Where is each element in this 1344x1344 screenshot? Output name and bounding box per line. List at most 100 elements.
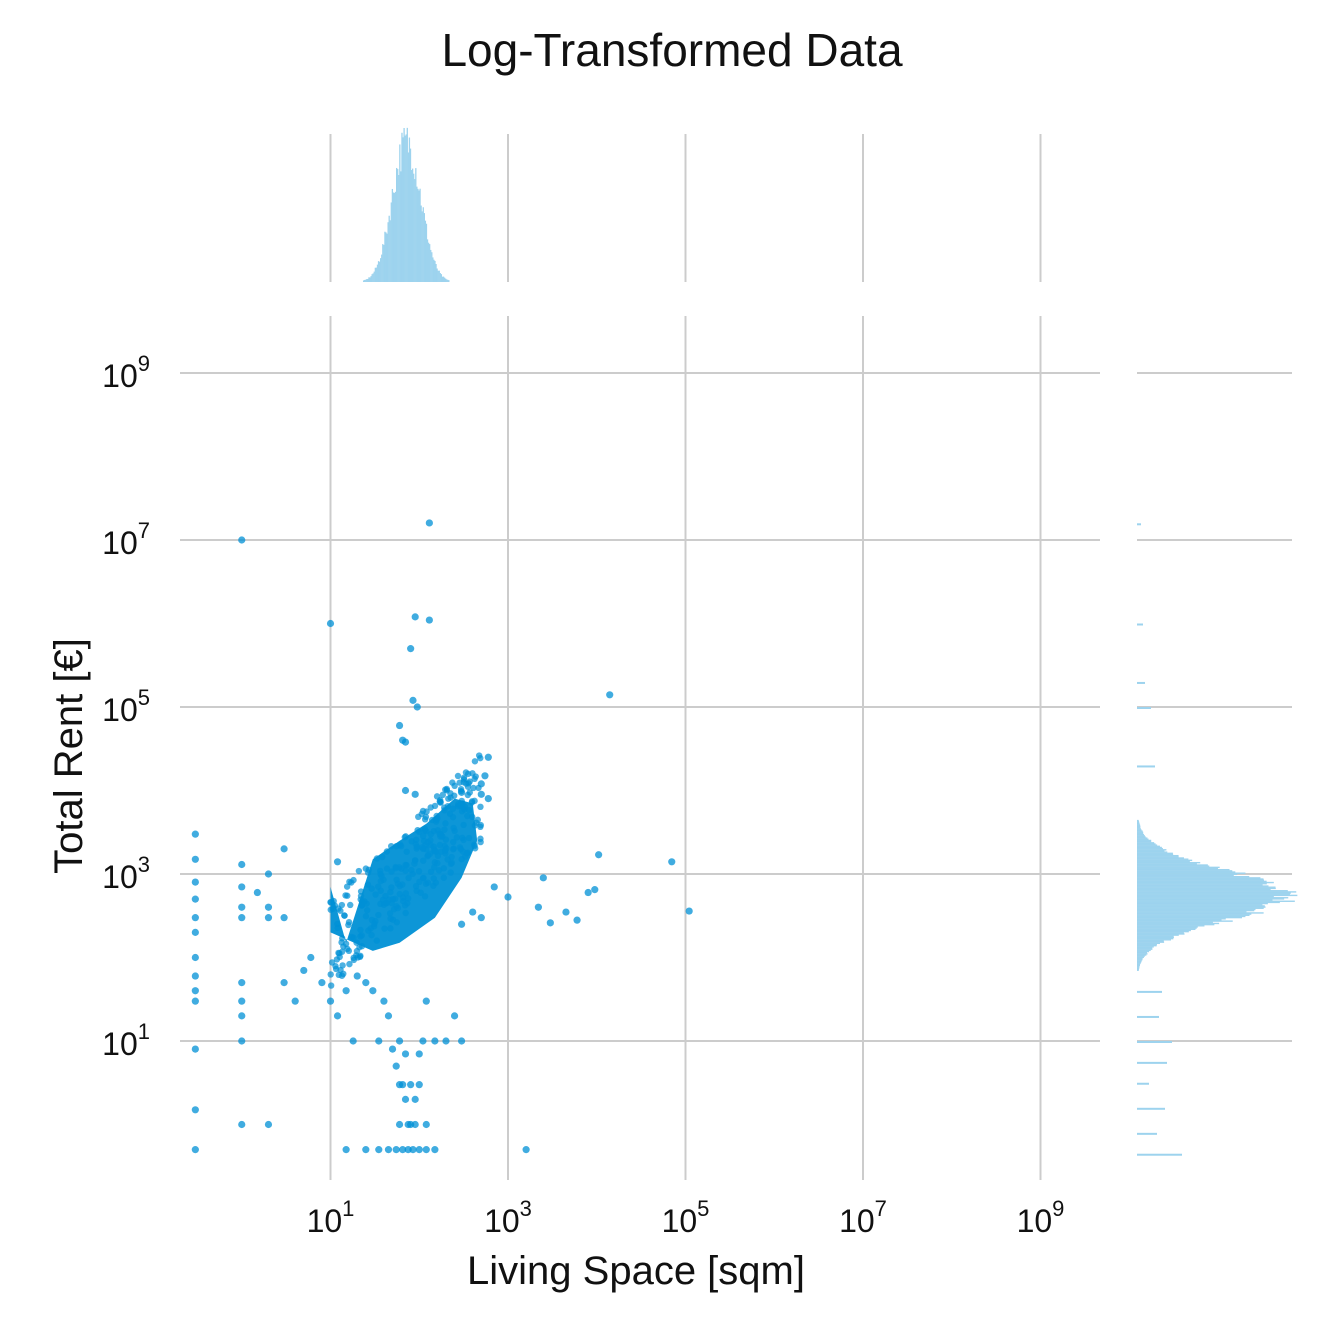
right-hist-bar [1137, 909, 1255, 912]
top-hist-bar [405, 134, 407, 282]
cluster-point [460, 821, 467, 829]
cluster-point [338, 901, 346, 909]
right-hist-bar [1137, 878, 1264, 880]
cluster-point [327, 982, 335, 989]
top-hist-bar [375, 267, 378, 282]
cluster-point [442, 847, 449, 854]
scatter-point-4 [425, 616, 433, 624]
top-hist-bar [442, 276, 445, 282]
cluster-point [441, 826, 448, 833]
cluster-point [394, 880, 402, 887]
cluster-point [398, 865, 405, 872]
right-hist-bar [1137, 846, 1162, 849]
scatter-point-5 [407, 645, 415, 653]
scatter-point-18 [477, 790, 485, 798]
scatter-point-3 [411, 613, 419, 621]
scatter-point-2 [326, 619, 335, 628]
scatter-point-93 [450, 1012, 459, 1020]
scatter-point-103 [422, 1146, 430, 1154]
cluster-point [431, 859, 439, 866]
scatter-point-30 [591, 886, 599, 894]
top-hist-bar [448, 280, 450, 282]
scatter-point-39 [191, 878, 199, 886]
right-hist-tail [1137, 765, 1155, 768]
cluster-point [403, 848, 410, 855]
cluster-point [412, 882, 420, 890]
cluster-point [365, 927, 372, 934]
top-hist-bar [425, 223, 428, 282]
cluster-point [457, 801, 464, 808]
scatter-point-66 [291, 997, 299, 1005]
right-hist-bar [1137, 942, 1160, 945]
right-hist-bar [1137, 877, 1261, 879]
right-hist-bar [1137, 838, 1149, 840]
cluster-point [449, 779, 456, 786]
scatter-point-24 [504, 893, 512, 901]
right-hist-bar [1137, 922, 1220, 925]
y-tick-label-4: 109 [102, 351, 150, 394]
cluster-point [414, 826, 421, 834]
scatter-point-45 [191, 987, 199, 995]
right-hist-bar [1137, 847, 1163, 850]
cluster-point [427, 868, 435, 875]
scatter-point-56 [238, 1012, 246, 1020]
right-hist-bar [1137, 829, 1142, 831]
cluster-point [421, 893, 429, 900]
scatter-point-62 [264, 914, 273, 922]
right-hist-bar [1137, 822, 1140, 824]
right-hist-bar [1137, 966, 1140, 968]
cluster-point [346, 960, 353, 968]
right-hist-bar [1137, 854, 1179, 857]
right-hist-bar [1137, 856, 1179, 858]
right-hist-bar [1137, 918, 1226, 920]
right-hist-tail [1137, 1061, 1167, 1064]
right-hist-tail [1137, 1041, 1172, 1043]
top-hist-bar [431, 252, 433, 282]
right-hist-bar [1137, 916, 1242, 919]
y-tick-label-0: 101 [102, 1019, 150, 1062]
cluster-point [434, 852, 442, 860]
cluster-point [442, 820, 449, 827]
cluster-point [431, 802, 439, 810]
right-hist-tail [1137, 1082, 1149, 1085]
top-hist-bar [393, 192, 396, 282]
cluster-point [380, 901, 388, 908]
right-hist-bar [1137, 905, 1265, 907]
scatter-point-28 [562, 908, 570, 916]
cluster-point [404, 895, 412, 902]
right-hist-tail [1137, 990, 1162, 993]
cluster-point [435, 867, 443, 874]
cluster-point [439, 791, 447, 799]
top-hist-bar [429, 244, 431, 282]
scatter-point-55 [238, 997, 246, 1005]
right-hist-bar [1137, 898, 1285, 900]
cluster-point [465, 834, 473, 842]
scatter-point-81 [392, 1062, 400, 1070]
cluster-point [440, 874, 447, 881]
right-hist-bar [1137, 884, 1263, 886]
cluster-point [337, 966, 344, 974]
top-hist-bar [435, 264, 437, 282]
scatter-point-102 [409, 1146, 417, 1154]
right-hist-bar [1137, 864, 1208, 866]
right-hist-bar [1137, 959, 1143, 961]
scatter-point-12 [484, 753, 492, 761]
scatter-point-26 [534, 903, 542, 911]
scatter-point-78 [380, 997, 388, 1005]
top-hist-bar [395, 167, 398, 282]
cluster-point [421, 816, 429, 823]
cluster-point [408, 838, 415, 845]
top-hist-bar [368, 277, 370, 282]
scatter-point-52 [238, 903, 246, 911]
right-hist-bar [1137, 902, 1268, 905]
top-hist-bar [414, 179, 416, 282]
scatter-point-15 [411, 790, 419, 798]
right-hist-bar [1137, 963, 1141, 966]
scatter-point-27 [546, 919, 554, 927]
cluster-point [337, 907, 344, 914]
right-hist-bar [1137, 935, 1174, 938]
cluster-point [438, 831, 445, 839]
top-hist-bar [389, 220, 391, 282]
cluster-point [405, 874, 412, 882]
cluster-point [387, 925, 394, 932]
